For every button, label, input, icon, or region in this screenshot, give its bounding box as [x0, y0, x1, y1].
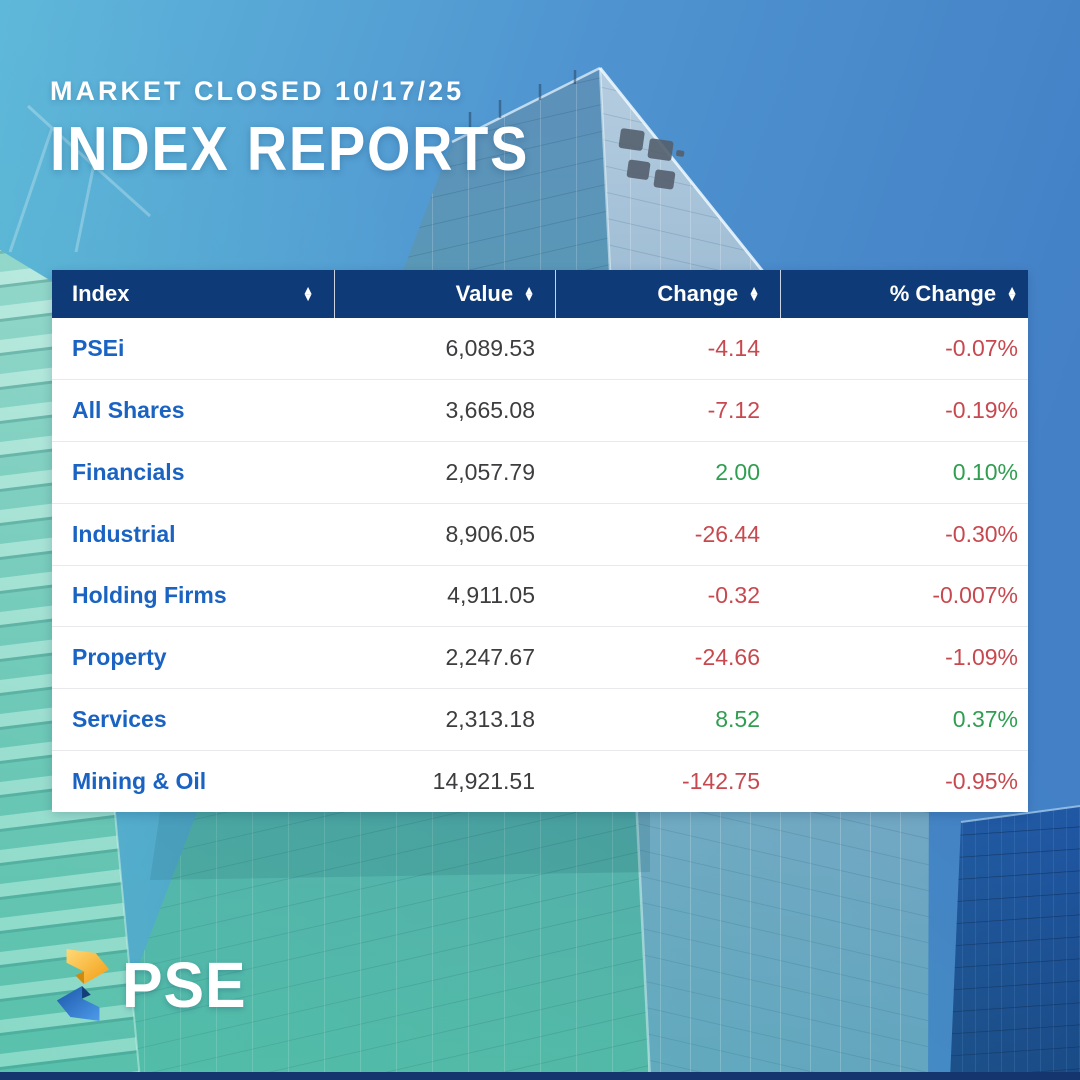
column-header-label: % Change: [889, 281, 997, 306]
sort-desc-icon: ▼: [523, 290, 535, 304]
table-row: Property 2,247.67 -24.66 -1.09%: [52, 626, 1028, 688]
table-row: Holding Firms 4,911.05 -0.32 -0.007%: [52, 564, 1028, 627]
index-pct-change: -1.09%: [945, 644, 1018, 671]
title-block: MARKET CLOSED 10/17/25 INDEX REPORTS: [50, 76, 582, 185]
index-name: Services: [72, 706, 167, 733]
sort-asc-icon: ▲: [1006, 282, 1018, 297]
table-row: Financials 2,057.79 2.00 0.10%: [52, 440, 1028, 503]
index-pct-change: -0.007%: [932, 582, 1018, 609]
pse-logo-icon: [56, 949, 110, 1021]
index-pct-change: -0.19%: [945, 396, 1018, 423]
index-value: 2,057.79: [445, 458, 535, 485]
index-change: -26.44: [694, 520, 760, 547]
sort-desc-icon: ▼: [302, 290, 314, 304]
table-row: All Shares 3,665.08 -7.12 -0.19%: [52, 378, 1028, 441]
index-change: -4.14: [707, 334, 760, 361]
index-change: -24.66: [694, 644, 760, 671]
index-value: 3,665.08: [445, 396, 535, 423]
sort-asc-icon: ▲: [748, 282, 760, 297]
index-change: 2.00: [715, 458, 760, 485]
index-change: -0.32: [707, 582, 760, 609]
page-title: INDEX REPORTS: [50, 115, 530, 184]
table-body: PSEi 6,089.53 -4.14 -0.07% All Shares 3,…: [52, 318, 1028, 812]
index-value: 2,247.67: [445, 644, 535, 671]
index-pct-change: -0.95%: [945, 768, 1018, 795]
index-name: Holding Firms: [72, 582, 227, 609]
table-row: Services 2,313.18 8.52 0.37%: [52, 688, 1028, 750]
pse-logo: PSE: [52, 942, 253, 1028]
sort-arrows-icon[interactable]: ▲ ▼: [1006, 282, 1018, 304]
index-change: 8.52: [715, 706, 760, 733]
table-row: PSEi 6,089.53 -4.14 -0.07%: [52, 318, 1028, 379]
pse-logo-text: PSE: [122, 949, 247, 1021]
index-name: Mining & Oil: [72, 768, 207, 795]
index-change: -7.12: [707, 396, 760, 423]
column-header-index[interactable]: Index ▲ ▼: [52, 270, 334, 318]
index-pct-change: 0.10%: [952, 458, 1018, 485]
index-name: Industrial: [72, 520, 176, 547]
index-value: 8,906.05: [445, 520, 535, 547]
sort-asc-icon: ▲: [523, 282, 535, 297]
index-value: 6,089.53: [445, 334, 535, 361]
index-pct-change: -0.07%: [945, 334, 1018, 361]
market-status-text: MARKET CLOSED 10/17/25: [50, 76, 465, 106]
index-value: 14,921.51: [432, 768, 535, 795]
sort-asc-icon: ▲: [302, 282, 314, 297]
index-name: All Shares: [72, 396, 185, 423]
column-header-change[interactable]: Change ▲ ▼: [555, 270, 780, 318]
column-header-value[interactable]: Value ▲ ▼: [334, 270, 555, 318]
column-header-label: Index: [72, 281, 130, 306]
index-change: -142.75: [681, 768, 760, 795]
index-value: 4,911.05: [447, 582, 535, 609]
column-header-label: Change: [657, 281, 739, 306]
sort-arrows-icon[interactable]: ▲ ▼: [523, 282, 535, 304]
column-header-label: Value: [455, 281, 514, 306]
bottom-strip: [0, 1072, 1080, 1080]
column-header-pct-change[interactable]: % Change ▲ ▼: [780, 270, 1028, 318]
table-row: Mining & Oil 14,921.51 -142.75 -0.95%: [52, 750, 1028, 812]
index-name: PSEi: [72, 334, 125, 361]
sort-arrows-icon[interactable]: ▲ ▼: [302, 282, 314, 304]
sort-arrows-icon[interactable]: ▲ ▼: [748, 282, 760, 304]
index-pct-change: -0.30%: [945, 520, 1018, 547]
sort-desc-icon: ▼: [748, 290, 760, 304]
index-value: 2,313.18: [445, 706, 535, 733]
index-pct-change: 0.37%: [952, 706, 1018, 733]
table-header-row: Index ▲ ▼ Value ▲ ▼ Change ▲ ▼ % Change ▲ ▼: [52, 270, 1028, 318]
index-name: Financials: [72, 458, 185, 485]
sort-desc-icon: ▼: [1006, 290, 1018, 304]
index-name: Property: [72, 644, 167, 671]
index-table: Index ▲ ▼ Value ▲ ▼ Change ▲ ▼ % Change ▲ ▼ …: [52, 270, 1028, 812]
table-row: Industrial 8,906.05 -26.44 -0.30%: [52, 502, 1028, 565]
